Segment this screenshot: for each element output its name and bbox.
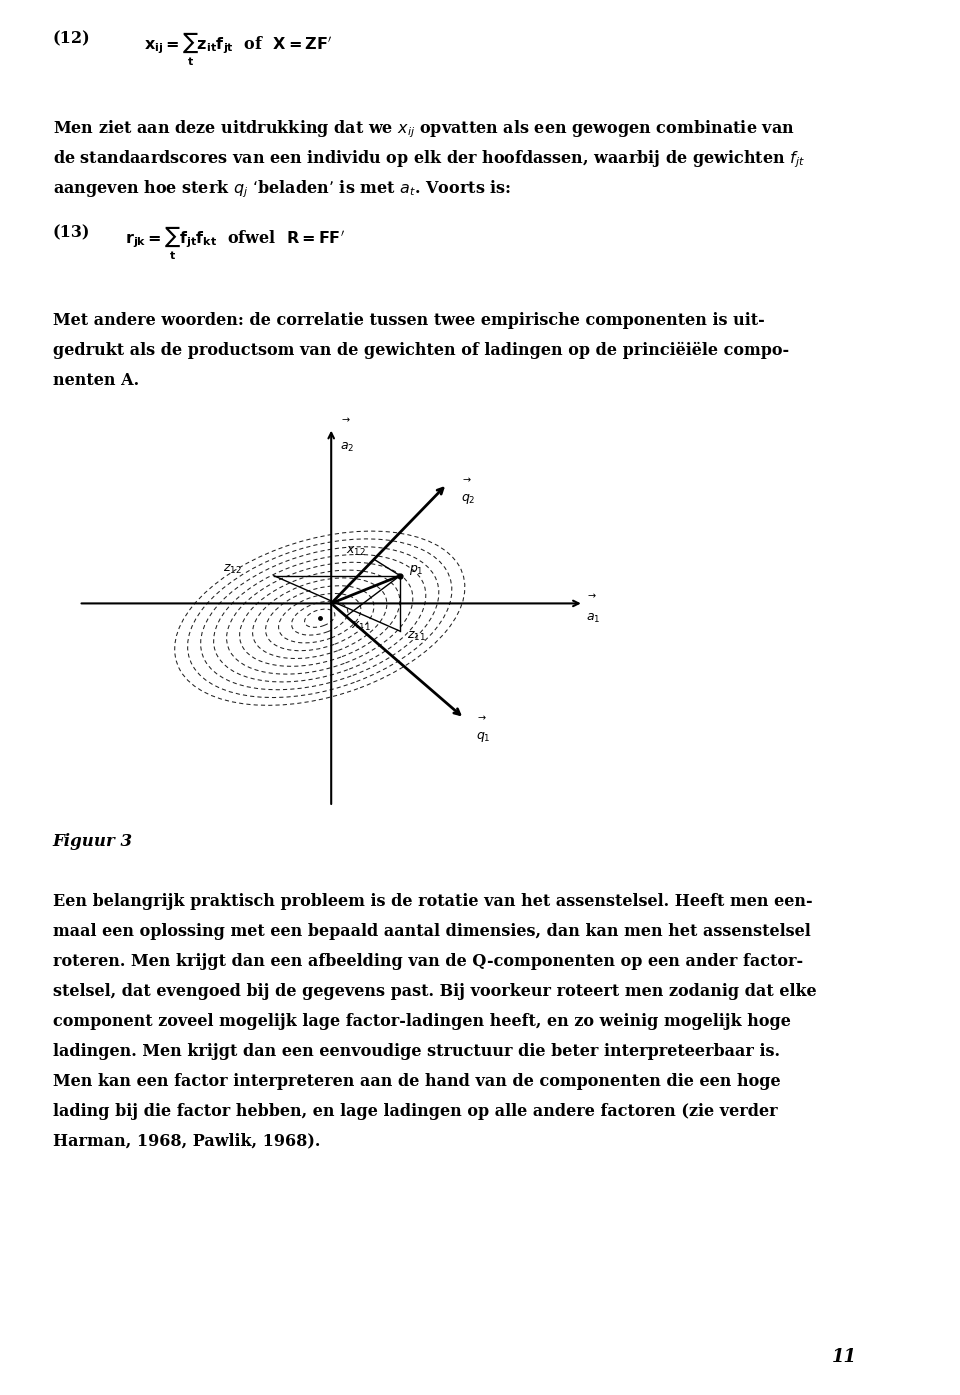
Text: $x_{11}$: $x_{11}$ bbox=[350, 621, 371, 633]
Text: $a_1$: $a_1$ bbox=[586, 611, 600, 625]
Text: $q_1$: $q_1$ bbox=[476, 730, 491, 744]
Text: Harman, 1968, Pawlik, 1968).: Harman, 1968, Pawlik, 1968). bbox=[53, 1133, 321, 1149]
Text: nenten A.: nenten A. bbox=[53, 372, 139, 389]
Text: roteren. Men krijgt dan een afbeelding van de Q-componenten op een ander factor-: roteren. Men krijgt dan een afbeelding v… bbox=[53, 953, 803, 970]
Text: $\mathbf{x_{ij} = \sum_t z_{it}f_{jt}}$  of  $\mathbf{X = ZF'}$: $\mathbf{x_{ij} = \sum_t z_{it}f_{jt}}$ … bbox=[144, 31, 332, 68]
Text: ladingen. Men krijgt dan een eenvoudige structuur die beter interpreteerbaar is.: ladingen. Men krijgt dan een eenvoudige … bbox=[53, 1043, 780, 1060]
Text: Men kan een factor interpreteren aan de hand van de componenten die een hoge: Men kan een factor interpreteren aan de … bbox=[53, 1073, 780, 1089]
Text: $\mathbf{r_{jk} = \sum_t f_{jt} f_{kt}}$  ofwel  $\mathbf{R = FF'}$: $\mathbf{r_{jk} = \sum_t f_{jt} f_{kt}}$… bbox=[125, 225, 345, 262]
Text: (13): (13) bbox=[53, 225, 90, 241]
Text: $p_1$: $p_1$ bbox=[409, 564, 424, 578]
Text: stelsel, dat evengoed bij de gegevens past. Bij voorkeur roteert men zodanig dat: stelsel, dat evengoed bij de gegevens pa… bbox=[53, 982, 816, 1000]
Text: $x_{12}$: $x_{12}$ bbox=[347, 544, 367, 558]
Text: Met andere woorden: de correlatie tussen twee empirische componenten is uit-: Met andere woorden: de correlatie tussen… bbox=[53, 312, 764, 329]
Text: Figuur 3: Figuur 3 bbox=[53, 833, 132, 850]
Text: $q_2$: $q_2$ bbox=[461, 491, 475, 505]
Text: $z_{12}$: $z_{12}$ bbox=[224, 564, 242, 576]
Text: gedrukt als de productsom van de gewichten of ladingen op de princiëiële compo-: gedrukt als de productsom van de gewicht… bbox=[53, 342, 789, 360]
Text: $\rightarrow$: $\rightarrow$ bbox=[341, 416, 352, 424]
Text: $\rightarrow$: $\rightarrow$ bbox=[476, 713, 488, 723]
Text: maal een oplossing met een bepaald aantal dimensies, dan kan men het assenstelse: maal een oplossing met een bepaald aanta… bbox=[53, 923, 810, 940]
Text: $\rightarrow$: $\rightarrow$ bbox=[461, 476, 472, 484]
Text: Een belangrijk praktisch probleem is de rotatie van het assenstelsel. Heeft men : Een belangrijk praktisch probleem is de … bbox=[53, 893, 812, 910]
Text: $z_{11}$: $z_{11}$ bbox=[407, 629, 426, 643]
Text: component zoveel mogelijk lage factor-ladingen heeft, en zo weinig mogelijk hoge: component zoveel mogelijk lage factor-la… bbox=[53, 1013, 791, 1030]
Text: de standaardscores van een individu op elk der hoofdassen, waarbij de gewichten : de standaardscores van een individu op e… bbox=[53, 148, 804, 170]
Text: $a_2$: $a_2$ bbox=[341, 441, 354, 453]
Text: Men ziet aan deze uitdrukking dat we $x_{ij}$ opvatten als een gewogen combinati: Men ziet aan deze uitdrukking dat we $x_… bbox=[53, 119, 795, 140]
Text: aangeven hoe sterk $q_j$ ‘beladen’ is met $a_t$. Voorts is:: aangeven hoe sterk $q_j$ ‘beladen’ is me… bbox=[53, 179, 511, 199]
Text: lading bij die factor hebben, en lage ladingen op alle andere factoren (zie verd: lading bij die factor hebben, en lage la… bbox=[53, 1102, 778, 1120]
Text: (12): (12) bbox=[53, 31, 90, 47]
Text: 11: 11 bbox=[832, 1348, 857, 1366]
Text: $\rightarrow$: $\rightarrow$ bbox=[586, 591, 597, 600]
